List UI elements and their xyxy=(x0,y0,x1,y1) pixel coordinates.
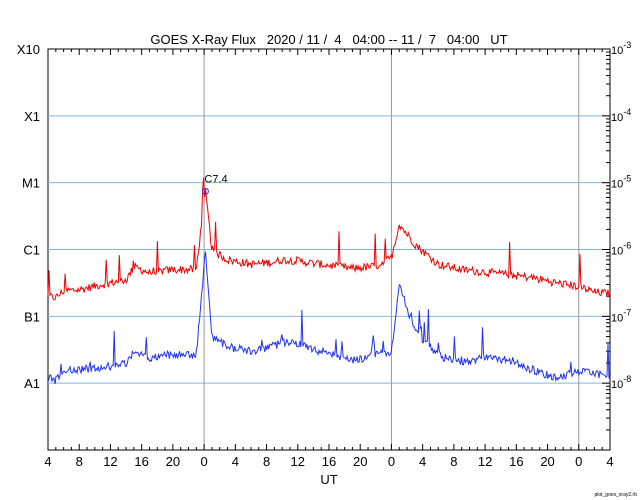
x-tick-label: 0 xyxy=(575,454,582,469)
right-axis-ticks xyxy=(602,51,610,451)
flare-class-label: X10 xyxy=(17,42,40,57)
x-tick-label: 4 xyxy=(419,454,426,469)
right-axis-label: 10-5 xyxy=(611,174,631,191)
x-axis-ticks xyxy=(47,49,611,450)
flare-peak-label: C7.4 xyxy=(204,173,227,185)
series-line-1 xyxy=(47,251,611,385)
series-group xyxy=(47,177,611,385)
flare-class-label: M1 xyxy=(22,176,40,191)
flare-class-label: A1 xyxy=(24,376,40,391)
right-axis-label: 10-4 xyxy=(611,107,631,124)
grid-lines xyxy=(48,115,610,384)
flare-class-labels: A1 B1 C1 M1 X1 X10 xyxy=(17,42,40,391)
right-axis-label: 10-3 xyxy=(611,40,631,57)
x-tick-label: 16 xyxy=(322,454,336,469)
flare-class-label: C1 xyxy=(23,243,40,258)
x-tick-label: 16 xyxy=(509,454,523,469)
x-tick-label: 12 xyxy=(291,454,305,469)
x-tick-label: 0 xyxy=(388,454,395,469)
flare-peak-marker xyxy=(201,187,209,195)
x-tick-label: 8 xyxy=(450,454,457,469)
right-axis-labels: 10-8 10-7 10-6 10-5 10-4 10-3 xyxy=(611,40,631,391)
day-boundary-lines xyxy=(203,49,580,450)
x-tick-label: 20 xyxy=(540,454,554,469)
right-axis-label: 10-8 xyxy=(611,374,631,391)
footer-credit: plot_goes_xray2.rb xyxy=(594,492,637,498)
x-tick-label: 4 xyxy=(606,454,613,469)
x-tick-label: 20 xyxy=(353,454,367,469)
annotation-group: C7.4 xyxy=(201,173,228,195)
flare-class-label: X1 xyxy=(24,109,40,124)
x-tick-label: 8 xyxy=(263,454,270,469)
x-tick-label: 12 xyxy=(103,454,117,469)
x-tick-label: 20 xyxy=(166,454,180,469)
chart-title: GOES X-Ray Flux 2020 / 11 / 4 04:00 -- 1… xyxy=(150,32,507,47)
series-line-0 xyxy=(47,177,611,301)
right-axis-label: 10-7 xyxy=(611,307,631,324)
x-tick-label: 4 xyxy=(232,454,239,469)
x-tick-label: 0 xyxy=(200,454,207,469)
x-tick-label: 16 xyxy=(134,454,148,469)
right-axis-label: 10-6 xyxy=(611,241,631,258)
x-tick-label: 8 xyxy=(76,454,83,469)
x-axis-label: UT xyxy=(320,472,337,487)
x-tick-label: 4 xyxy=(44,454,51,469)
x-tick-label: 12 xyxy=(478,454,492,469)
flare-class-label: B1 xyxy=(24,309,40,324)
x-tick-labels: 4 8 12 16 20 0 4 8 12 16 20 0 4 8 12 16 20 0 4 xyxy=(44,454,613,469)
